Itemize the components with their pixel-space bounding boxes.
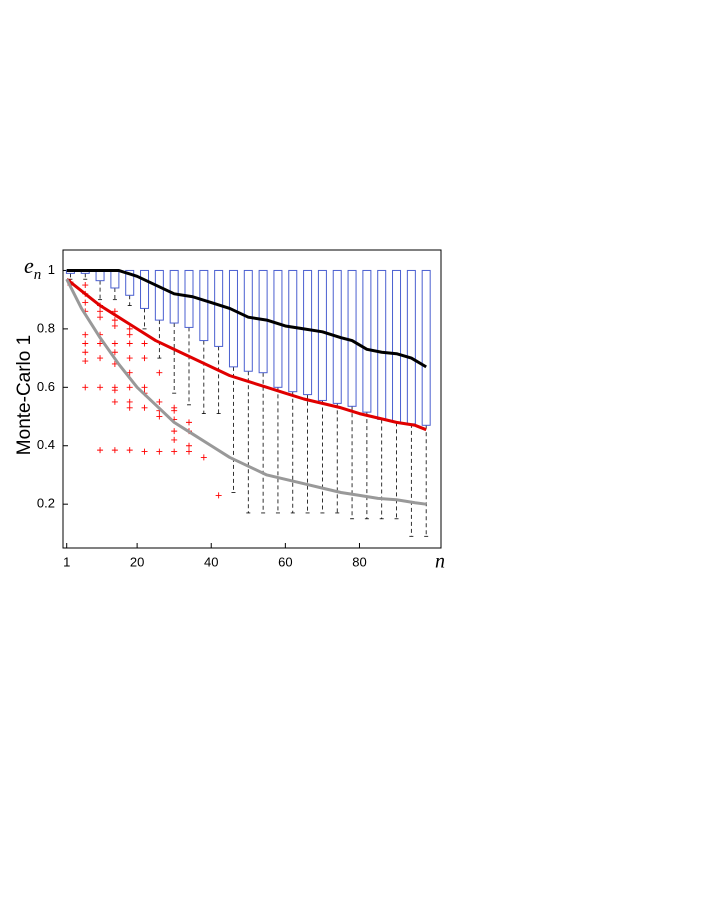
outlier xyxy=(156,448,163,455)
y-tick-label: 1 xyxy=(48,262,55,277)
box xyxy=(184,269,194,328)
series-line xyxy=(66,268,427,369)
box xyxy=(214,269,224,347)
plot-frame xyxy=(62,249,442,549)
outlier xyxy=(111,322,118,329)
x-tick-label: 60 xyxy=(278,554,292,569)
outlier xyxy=(111,398,118,405)
outlier xyxy=(126,325,133,332)
y-tick-label: 0.2 xyxy=(37,496,55,511)
outlier xyxy=(82,349,89,356)
outlier xyxy=(126,447,133,454)
y-symbol-main: e xyxy=(24,253,34,278)
y-tick-label: 0.8 xyxy=(37,320,55,335)
outlier xyxy=(126,384,133,391)
outlier xyxy=(111,349,118,356)
outlier xyxy=(126,398,133,405)
box xyxy=(392,269,402,423)
y-tick-label: 0.4 xyxy=(37,437,55,452)
box xyxy=(228,269,238,368)
outlier xyxy=(111,317,118,324)
box xyxy=(154,269,164,321)
outlier xyxy=(111,340,118,347)
box xyxy=(95,269,105,282)
outlier xyxy=(82,282,89,289)
box xyxy=(273,269,283,388)
outlier xyxy=(156,369,163,376)
box xyxy=(140,269,150,309)
outlier xyxy=(141,355,148,362)
outlier xyxy=(186,442,192,449)
outlier xyxy=(82,340,89,347)
outlier xyxy=(186,419,192,426)
box xyxy=(110,269,120,289)
box xyxy=(317,269,327,401)
outlier xyxy=(156,413,163,420)
outlier xyxy=(111,447,118,454)
box xyxy=(125,269,135,296)
x-tick-label: 40 xyxy=(204,554,218,569)
x-axis-label: n xyxy=(435,551,445,573)
outlier xyxy=(82,331,89,338)
outlier xyxy=(97,340,104,347)
outlier xyxy=(126,340,133,347)
x-tick-label: 1 xyxy=(63,554,70,569)
outlier xyxy=(97,314,104,321)
outlier xyxy=(82,299,89,306)
outlier xyxy=(141,384,148,391)
series-line xyxy=(65,278,427,432)
y-axis-label: Monte-Carlo 1 xyxy=(14,335,35,455)
box xyxy=(303,269,313,396)
outlier xyxy=(156,398,163,405)
box xyxy=(288,269,298,393)
box xyxy=(199,269,209,342)
y-symbol-subscript: n xyxy=(34,267,42,283)
outlier xyxy=(186,448,192,455)
outlier xyxy=(171,448,178,455)
outlier xyxy=(171,436,178,443)
outlier xyxy=(215,492,222,499)
outlier xyxy=(126,404,133,411)
outlier xyxy=(97,447,104,454)
outlier xyxy=(82,358,89,365)
x-tick-label: 20 xyxy=(130,554,144,569)
outlier xyxy=(126,369,133,376)
outlier xyxy=(141,340,148,347)
series-line xyxy=(65,278,427,506)
box xyxy=(169,269,179,324)
outlier xyxy=(97,355,104,362)
x-tick-label: 80 xyxy=(352,554,366,569)
box xyxy=(362,269,372,413)
box xyxy=(243,269,253,372)
outlier xyxy=(171,428,178,435)
y-symbol: en xyxy=(24,253,41,283)
box xyxy=(377,269,387,420)
outlier xyxy=(200,454,207,461)
y-tick-label: 0.6 xyxy=(37,379,55,394)
outlier xyxy=(141,448,148,455)
outlier xyxy=(97,384,104,391)
outlier xyxy=(171,407,178,414)
outlier xyxy=(82,384,89,391)
outlier xyxy=(126,355,133,362)
outlier xyxy=(141,404,148,411)
box xyxy=(406,269,416,425)
outlier xyxy=(97,308,104,315)
outlier xyxy=(126,331,133,338)
outlier xyxy=(111,387,118,394)
box xyxy=(258,269,268,374)
box xyxy=(421,269,431,426)
